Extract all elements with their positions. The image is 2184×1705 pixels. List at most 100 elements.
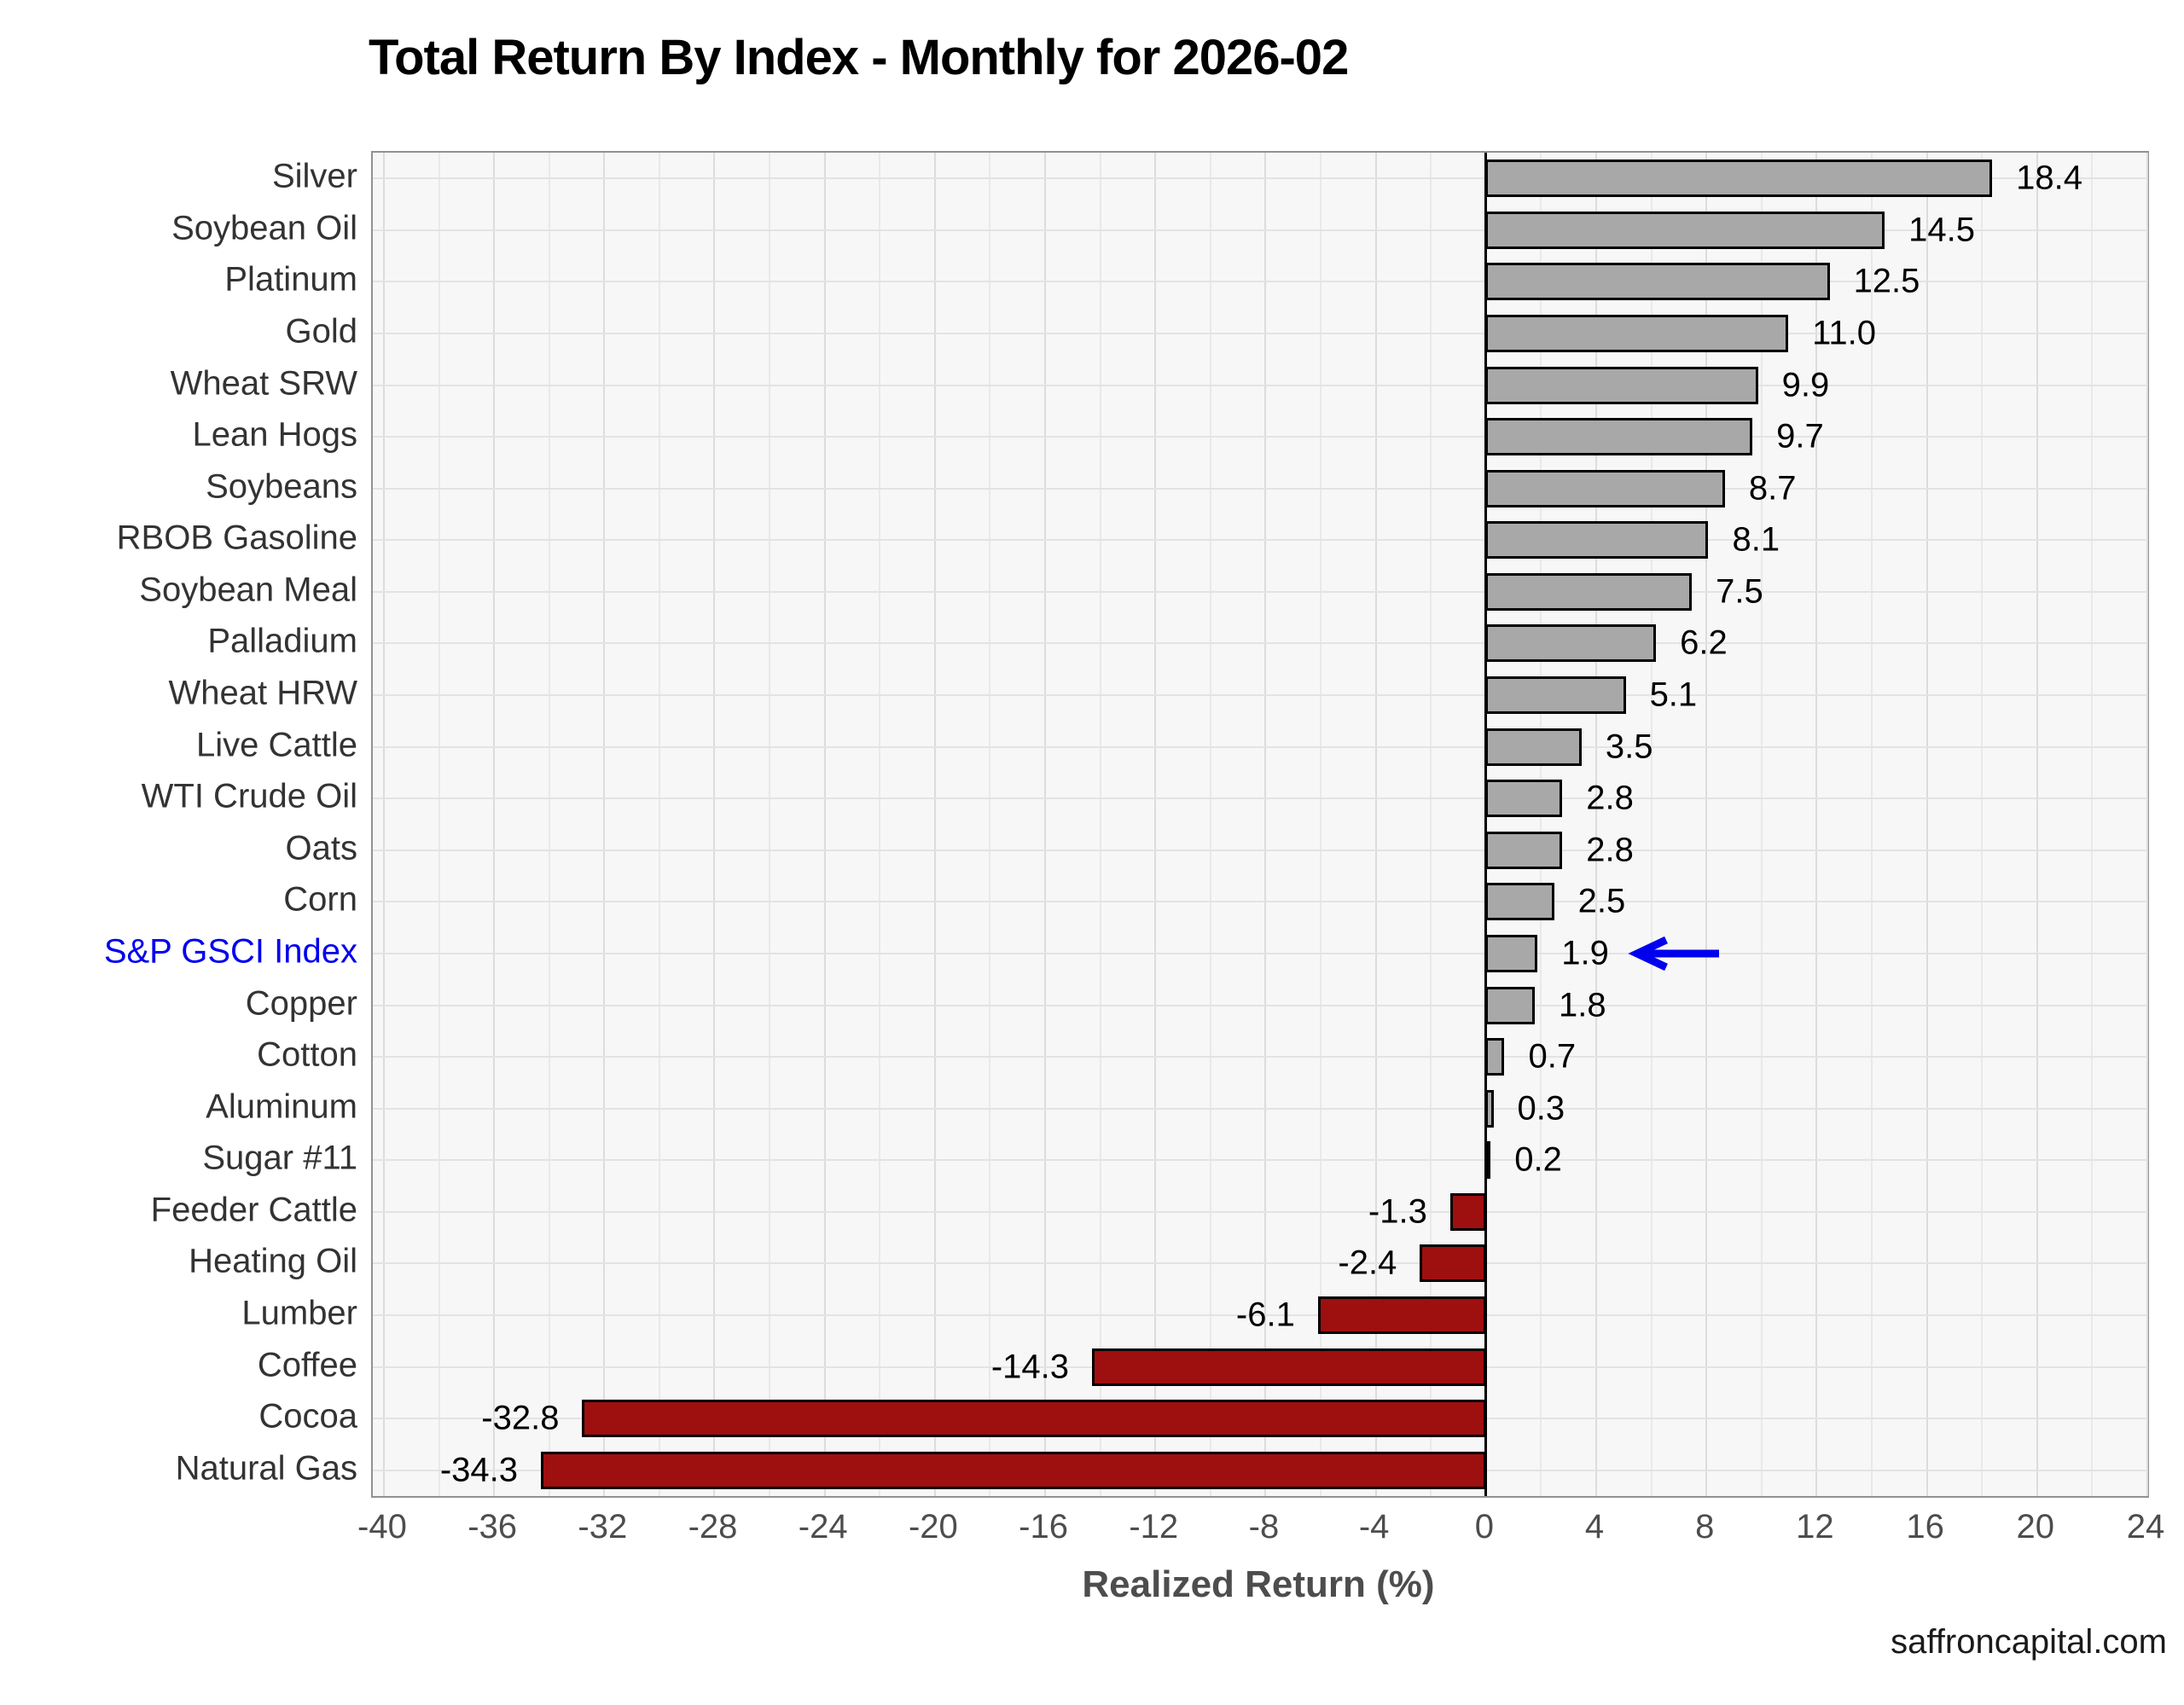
gridline-major bbox=[1705, 153, 1708, 1496]
gridline-row bbox=[373, 1107, 2147, 1110]
bar-value-label: -1.3 bbox=[1368, 1192, 1427, 1231]
bar-sugar-11 bbox=[1484, 1141, 1491, 1180]
gridline-minor bbox=[548, 153, 550, 1496]
gridline-row bbox=[373, 694, 2147, 697]
bar-silver bbox=[1484, 159, 1993, 198]
bar-value-label: 3.5 bbox=[1605, 728, 1653, 766]
y-tick-label-aluminum: Aluminum bbox=[206, 1087, 357, 1126]
bar-oats bbox=[1484, 831, 1563, 869]
x-tick-label: -28 bbox=[688, 1508, 738, 1546]
y-tick-label-wti-crude-oil: WTI Crude Oil bbox=[141, 777, 357, 815]
gridline-row bbox=[373, 539, 2147, 542]
bar-corn bbox=[1484, 883, 1554, 921]
gridline-major bbox=[2036, 153, 2038, 1496]
bar-value-label: 9.9 bbox=[1781, 366, 1830, 404]
gridline-minor bbox=[1099, 153, 1101, 1496]
gridline-row bbox=[373, 901, 2147, 903]
gridline-minor bbox=[2091, 153, 2094, 1496]
y-tick-label-wheat-srw: Wheat SRW bbox=[170, 364, 357, 403]
gridline-major bbox=[1815, 153, 1818, 1496]
y-tick-label-silver: Silver bbox=[271, 157, 357, 195]
y-tick-label-corn: Corn bbox=[283, 880, 357, 919]
gridline-minor bbox=[1760, 153, 1763, 1496]
bar-value-label: 8.7 bbox=[1748, 469, 1797, 507]
gridline-row bbox=[373, 281, 2147, 283]
y-tick-label-lumber: Lumber bbox=[241, 1294, 357, 1332]
gridline-minor bbox=[658, 153, 660, 1496]
x-axis-title: Realized Return (%) bbox=[1082, 1563, 1435, 1605]
bar-value-label: 0.7 bbox=[1528, 1037, 1577, 1076]
x-tick-label: -12 bbox=[1129, 1508, 1179, 1546]
bar-copper bbox=[1484, 986, 1535, 1024]
gridline-major bbox=[382, 153, 385, 1496]
bar-value-label: 1.8 bbox=[1558, 986, 1606, 1024]
y-tick-label-live-cattle: Live Cattle bbox=[196, 726, 357, 764]
x-tick-label: 24 bbox=[2126, 1508, 2165, 1546]
bar-platinum bbox=[1484, 263, 1830, 301]
gridline-minor bbox=[1981, 153, 1984, 1496]
gridline-row bbox=[373, 1262, 2147, 1265]
bar-value-label: -14.3 bbox=[990, 1348, 1069, 1386]
x-tick-label: -20 bbox=[908, 1508, 958, 1546]
x-tick-label: -4 bbox=[1358, 1508, 1390, 1546]
x-tick-label: -36 bbox=[468, 1508, 518, 1546]
gridline-major bbox=[493, 153, 496, 1496]
gridline-minor bbox=[1540, 153, 1542, 1496]
gridline-major bbox=[2146, 153, 2148, 1496]
bar-soybean-meal bbox=[1484, 572, 1693, 611]
y-tick-label-oats: Oats bbox=[285, 829, 357, 867]
gridline-major bbox=[1926, 153, 1928, 1496]
x-tick-label: 4 bbox=[1584, 1508, 1605, 1546]
gridline-minor bbox=[1320, 153, 1322, 1496]
bar-value-label: -6.1 bbox=[1235, 1296, 1295, 1334]
y-tick-label-natural-gas: Natural Gas bbox=[175, 1449, 357, 1488]
y-tick-label-copper: Copper bbox=[245, 984, 357, 1023]
gridline-row bbox=[373, 1004, 2147, 1006]
gridline-major bbox=[933, 153, 936, 1496]
bar-value-label: 9.7 bbox=[1776, 417, 1824, 455]
y-tick-label-heating-oil: Heating Oil bbox=[189, 1242, 357, 1280]
bar-value-label: 2.8 bbox=[1586, 779, 1634, 817]
bar-value-label: 12.5 bbox=[1853, 262, 1920, 300]
bar-wheat-hrw bbox=[1484, 676, 1626, 715]
y-tick-label-soybean-meal: Soybean Meal bbox=[139, 571, 357, 609]
gridline-row bbox=[373, 745, 2147, 748]
zero-axis-line bbox=[1484, 153, 1488, 1496]
bar-value-label: 1.9 bbox=[1561, 934, 1609, 972]
gridline-major bbox=[823, 153, 826, 1496]
bar-wti-crude-oil bbox=[1484, 780, 1563, 818]
bar-wheat-srw bbox=[1484, 366, 1758, 404]
bar-value-label: 14.5 bbox=[1908, 211, 1976, 249]
plot-panel: 18.4 14.5 12.5 11.0 9.9 9.7 8.7 8.1 7.5 6.2 5.1 3.5… bbox=[371, 151, 2149, 1498]
y-tick-label-palladium: Palladium bbox=[207, 622, 357, 660]
bar-rbob-gasoline bbox=[1484, 521, 1709, 560]
gridline-major bbox=[1595, 153, 1598, 1496]
bar-natural-gas bbox=[541, 1451, 1486, 1489]
bar-lean-hogs bbox=[1484, 418, 1753, 456]
bar-cotton bbox=[1484, 1038, 1505, 1076]
y-tick-label-gold: Gold bbox=[285, 312, 358, 351]
y-tick-label-platinum: Platinum bbox=[224, 260, 357, 299]
bar-soybean-oil bbox=[1484, 211, 1885, 249]
gridline-row bbox=[373, 229, 2147, 231]
y-tick-label-coffee: Coffee bbox=[257, 1346, 357, 1384]
x-tick-label: -16 bbox=[1019, 1508, 1068, 1546]
y-tick-label-soybeans: Soybeans bbox=[206, 467, 357, 506]
bar-value-label: 2.5 bbox=[1577, 882, 1626, 920]
gridline-major bbox=[1374, 153, 1377, 1496]
gridline-row bbox=[373, 1056, 2147, 1058]
y-tick-label-feeder-cattle: Feeder Cattle bbox=[150, 1191, 357, 1229]
gridline-minor bbox=[989, 153, 991, 1496]
gridline-row bbox=[373, 797, 2147, 800]
gridline-row bbox=[373, 642, 2147, 645]
bar-gold bbox=[1484, 315, 1789, 353]
bar-s-p-gsci-index bbox=[1484, 934, 1538, 972]
footer-watermark: saffroncapital.com bbox=[1891, 1623, 2167, 1661]
bar-value-label: -34.3 bbox=[439, 1451, 519, 1489]
bar-value-label: 2.8 bbox=[1586, 831, 1634, 869]
bar-value-label: 8.1 bbox=[1732, 520, 1780, 559]
bar-lumber bbox=[1317, 1296, 1486, 1334]
bar-value-label: 7.5 bbox=[1716, 572, 1763, 611]
y-tick-label-s-p-gsci-index: S&P GSCI Index bbox=[103, 932, 357, 971]
